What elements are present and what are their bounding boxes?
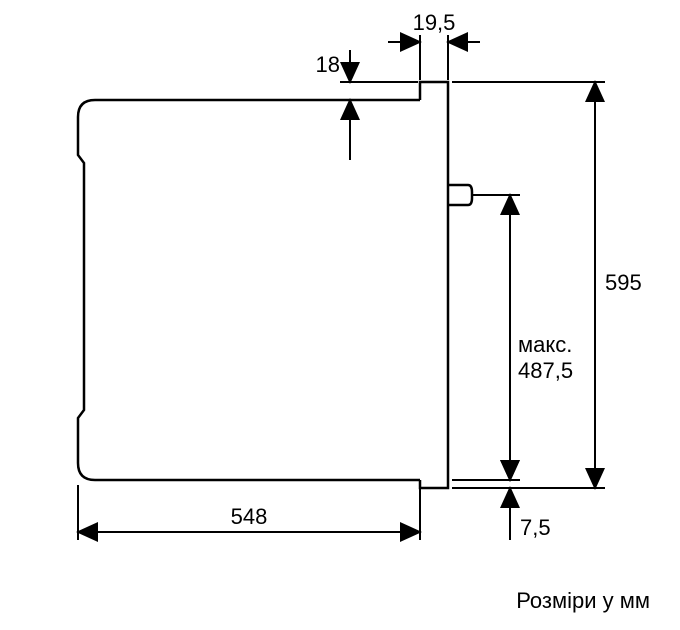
dimension-bottom-offset-label: 7,5 — [520, 515, 551, 540]
dimension-width-label: 548 — [231, 504, 268, 529]
dimension-top-offset-label: 18 — [316, 52, 340, 77]
dimension-top-offset — [340, 50, 418, 160]
dimension-height — [452, 82, 605, 488]
dimension-max-label2: 487,5 — [518, 358, 573, 383]
technical-drawing: 548 595 макс. 487,5 18 19,5 7,5 Розмі — [0, 0, 680, 630]
dimension-inner-height — [452, 195, 520, 480]
dimension-max-label1: макс. — [518, 332, 572, 357]
appliance-outline — [78, 82, 472, 488]
dimension-top-lip — [388, 35, 480, 80]
caption-text: Розміри у мм — [516, 588, 650, 613]
dimension-height-label: 595 — [605, 270, 642, 295]
dimension-top-lip-label: 19,5 — [413, 10, 456, 35]
